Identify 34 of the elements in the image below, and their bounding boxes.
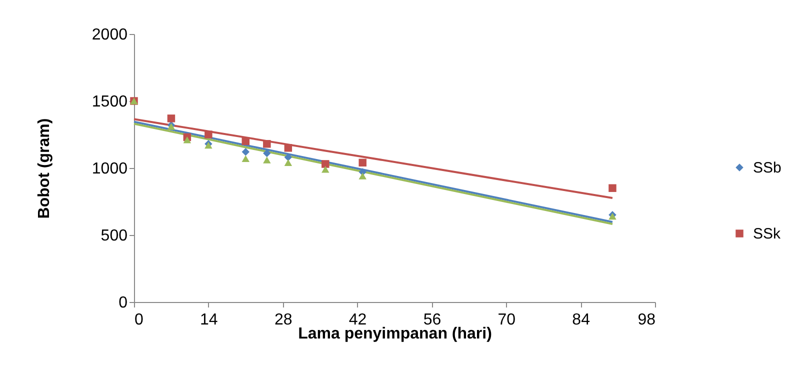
y-axis-title: Bobot (gram) [36,118,53,219]
x-tick-label: 42 [348,312,367,328]
x-tick-label: 28 [274,312,292,328]
x-tick-label: 84 [572,312,590,328]
point [284,144,292,152]
point [358,172,366,180]
x-tick-label: 98 [638,312,656,328]
point [183,136,192,144]
legend-label: SSb [753,160,782,176]
line-series [133,118,614,200]
point [167,114,176,122]
y-tick-label: 2000 [92,26,128,44]
point [263,156,271,164]
point [322,166,330,173]
y-tick-label: 1000 [92,160,128,178]
point [242,148,250,156]
point [322,160,330,168]
x-tick-label: 0 [134,312,144,328]
point [242,137,250,146]
x-tick-label: 56 [423,312,442,328]
y-tick-label: 500 [100,228,128,244]
x-tick-label: 70 [498,312,516,328]
point [608,184,616,192]
point [242,155,250,162]
point [263,140,271,148]
y-tick-label: 0 [118,294,128,312]
y-tick-label: 1500 [92,94,128,110]
legend-label: SSk [753,226,782,242]
point [284,159,292,166]
point [358,158,366,167]
point [204,130,212,138]
x-axis-title: Lama penyimpanan (hari) [298,326,492,342]
point [263,149,271,158]
x-tick-label: 14 [200,312,218,328]
